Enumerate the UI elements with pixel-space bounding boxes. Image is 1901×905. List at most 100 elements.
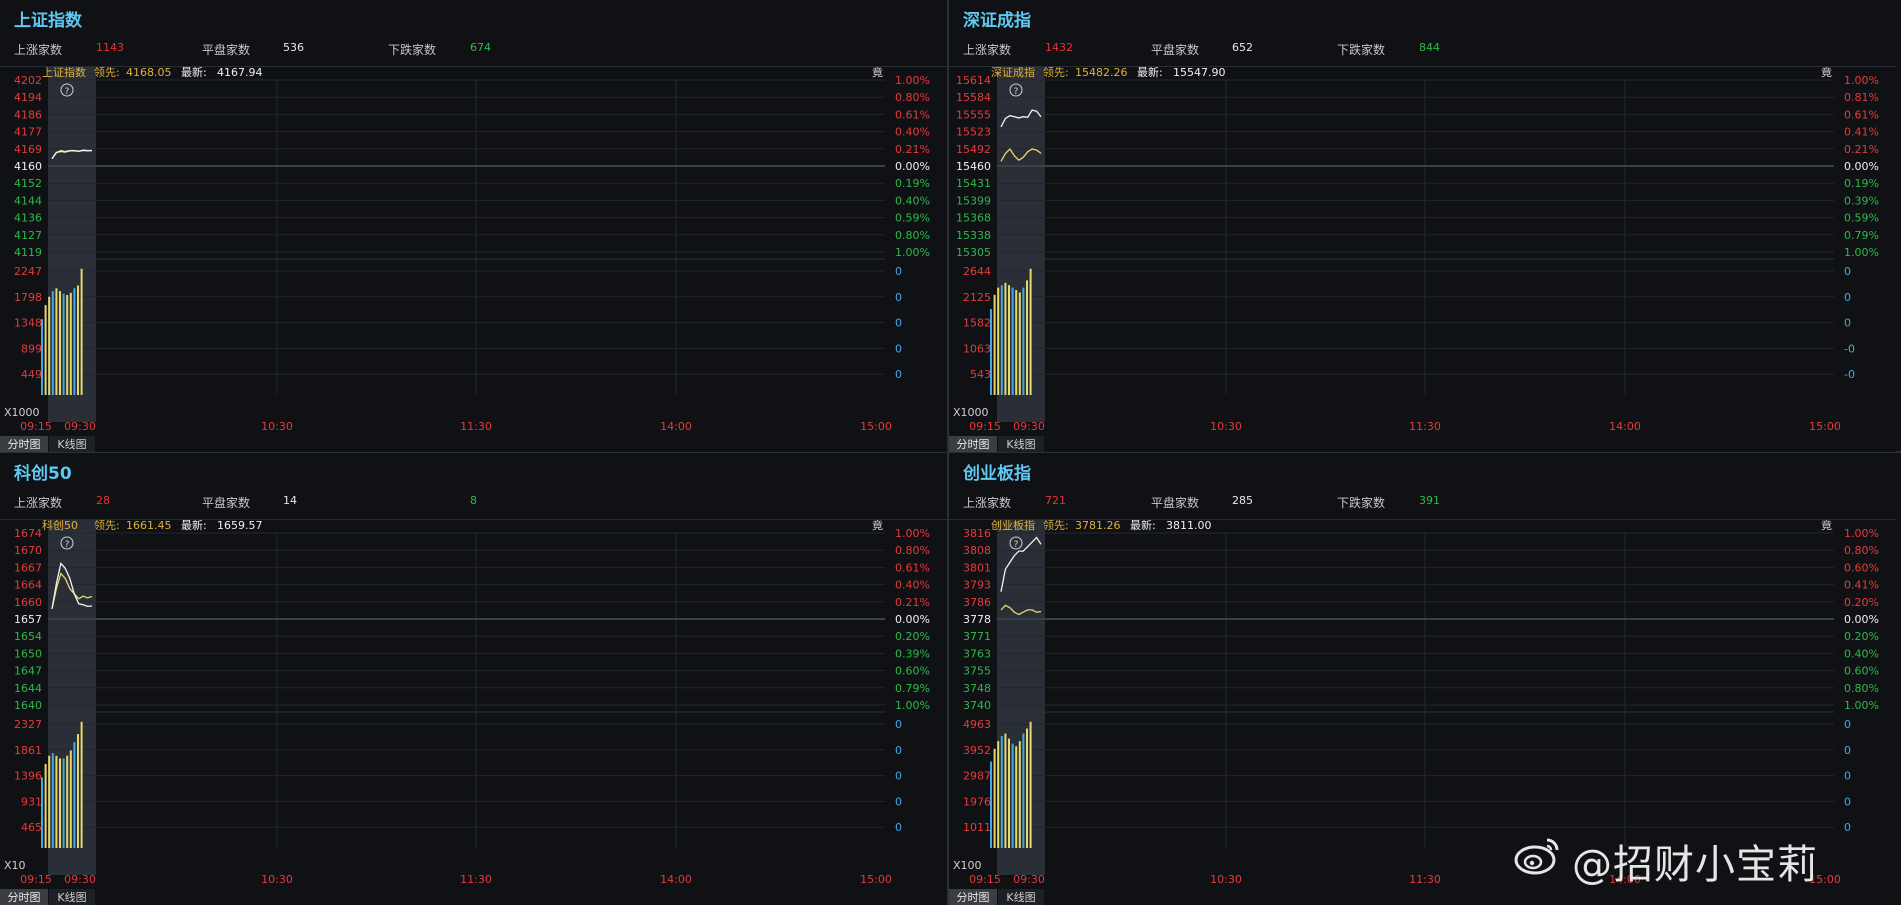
volume-tick-label: 1011 <box>963 821 991 834</box>
volume-bar <box>1026 280 1028 395</box>
volume-bar <box>1022 733 1025 848</box>
tab-intraday[interactable] <box>949 436 997 452</box>
lead-label: 领先: <box>94 67 120 79</box>
volume-tick-label: 1396 <box>14 770 42 783</box>
volume-bar <box>55 755 58 848</box>
price-tick-label: 4194 <box>14 91 42 104</box>
pct-tick-label: 0.00% <box>895 160 930 173</box>
price-tick-label: 1674 <box>14 527 42 540</box>
lead-value: 1661.45 <box>126 520 172 532</box>
price-tick-label: 4144 <box>14 194 42 207</box>
time-tick-label: 11:30 <box>460 873 492 886</box>
price-tick-label: 4177 <box>14 126 42 139</box>
panel-title[interactable]: 创业板指 <box>963 464 1031 484</box>
tab-intraday[interactable] <box>0 436 48 452</box>
volume-right-label: -0 <box>1844 342 1855 355</box>
pct-tick-label: 0.60% <box>895 665 930 678</box>
panel-title[interactable]: 科创50 <box>14 464 72 484</box>
volume-unit: X10 <box>4 859 26 872</box>
volume-right-label: 0 <box>1844 821 1851 834</box>
intraday-chart[interactable]: 4202 1.00% 4194 0.80% 4186 0.61% 4177 0.40% 4169… <box>0 67 947 452</box>
last-line <box>51 149 93 160</box>
auction-toggle: 竟 <box>872 520 883 532</box>
lead-line <box>1000 147 1042 162</box>
down-label: 下跌家数 <box>1337 496 1386 510</box>
volume-tick-label: 4963 <box>963 718 991 731</box>
price-tick-label: 15460 <box>956 160 991 173</box>
pct-tick-label: 0.20% <box>1844 596 1879 609</box>
series-name: 深证成指 <box>991 67 1035 79</box>
lead-value: 15482.26 <box>1075 67 1128 79</box>
lead-value: 3781.26 <box>1075 520 1121 532</box>
help-icon[interactable] <box>1009 536 1023 550</box>
volume-tick-label: 2125 <box>963 291 991 304</box>
volume-tick-label: 1063 <box>963 342 991 355</box>
pct-tick-label: 0.00% <box>1844 613 1879 626</box>
intraday-chart[interactable]: 3816 1.00% 3808 0.80% 3801 0.60% 3793 0.41% 3786… <box>949 520 1896 905</box>
price-tick-label: 1647 <box>14 665 42 678</box>
volume-tick-label: 2644 <box>963 265 991 278</box>
tab-kline[interactable] <box>49 889 95 905</box>
auction-toggle: 竟 <box>1821 67 1832 79</box>
flat-label: 平盘家数 <box>202 496 251 510</box>
pct-tick-label: 0.21% <box>895 596 930 609</box>
help-icon[interactable] <box>1009 83 1023 97</box>
last-label: 最新: <box>1137 67 1163 79</box>
price-tick-label: 4152 <box>14 177 42 190</box>
tab-intraday[interactable] <box>0 889 48 905</box>
last-label: 最新: <box>181 67 207 79</box>
volume-tick-label: 543 <box>970 368 991 381</box>
tab-intraday[interactable] <box>949 889 997 905</box>
help-icon[interactable] <box>60 536 74 550</box>
volume-bar <box>73 742 76 848</box>
price-tick-label: 3786 <box>963 596 991 609</box>
breadth-stats: 上涨家数 1143 平盘家数 536 下跌家数 674 <box>0 41 947 59</box>
lead-label: 领先: <box>1043 520 1069 532</box>
tab-kline[interactable] <box>49 436 95 452</box>
help-icon[interactable] <box>60 83 74 97</box>
volume-right-label: 0 <box>895 795 902 808</box>
time-tick-label: 09:15 <box>20 420 52 433</box>
panel-title[interactable]: 上证指数 <box>14 11 82 31</box>
volume-bar <box>990 309 992 395</box>
help-icon-glyph: ? <box>65 87 70 97</box>
pct-tick-label: 0.00% <box>895 613 930 626</box>
flat-count: 536 <box>283 41 304 54</box>
pct-tick-label: 0.19% <box>895 177 930 190</box>
flat-label: 平盘家数 <box>1151 43 1200 57</box>
volume-right-label: 0 <box>895 368 902 381</box>
pct-tick-label: 0.61% <box>895 561 930 574</box>
volume-tick-label: 449 <box>21 368 42 381</box>
volume-bar <box>1015 746 1018 848</box>
panel-title[interactable]: 深证成指 <box>963 11 1031 31</box>
breadth-stats: 上涨家数 28 平盘家数 14 8 <box>0 494 947 512</box>
price-tick-label: 4119 <box>14 246 42 259</box>
price-tick-label: 1640 <box>14 699 42 712</box>
up-count: 28 <box>96 494 110 507</box>
pct-tick-label: 1.00% <box>1844 74 1879 87</box>
price-tick-label: 15368 <box>956 212 991 225</box>
lead-value: 4168.05 <box>126 67 172 79</box>
pct-tick-label: 0.60% <box>1844 665 1879 678</box>
pct-tick-label: 1.00% <box>895 699 930 712</box>
tab-kline[interactable] <box>998 436 1044 452</box>
tab-kline[interactable] <box>998 889 1044 905</box>
pct-tick-label: 0.61% <box>1844 108 1879 121</box>
pct-tick-label: 0.41% <box>1844 579 1879 592</box>
volume-tick-label: 899 <box>21 342 42 355</box>
help-icon-glyph: ? <box>65 540 70 550</box>
pct-tick-label: 0.39% <box>1844 194 1879 207</box>
volume-bar <box>993 748 996 848</box>
volume-bar <box>990 761 992 848</box>
intraday-chart[interactable]: 15614 1.00% 15584 0.81% 15555 0.61% 15523 0.41%… <box>949 67 1896 452</box>
time-tick-label: 14:00 <box>660 420 692 433</box>
pct-tick-label: 0.19% <box>1844 177 1879 190</box>
series-name: 科创50 <box>42 520 78 532</box>
pct-tick-label: 0.60% <box>1844 561 1879 574</box>
index-panel: 科创50 上涨家数 28 平盘家数 14 8 1674 1.00% 1670 0.80% 1667 0… <box>0 453 947 905</box>
volume-tick-label: 1798 <box>14 291 42 304</box>
auction-toggle: 竟 <box>1821 520 1832 532</box>
price-tick-label: 15338 <box>956 229 991 242</box>
intraday-chart[interactable]: 1674 1.00% 1670 0.80% 1667 0.61% 1664 0.40% 1660… <box>0 520 947 905</box>
price-tick-label: 1657 <box>14 613 42 626</box>
